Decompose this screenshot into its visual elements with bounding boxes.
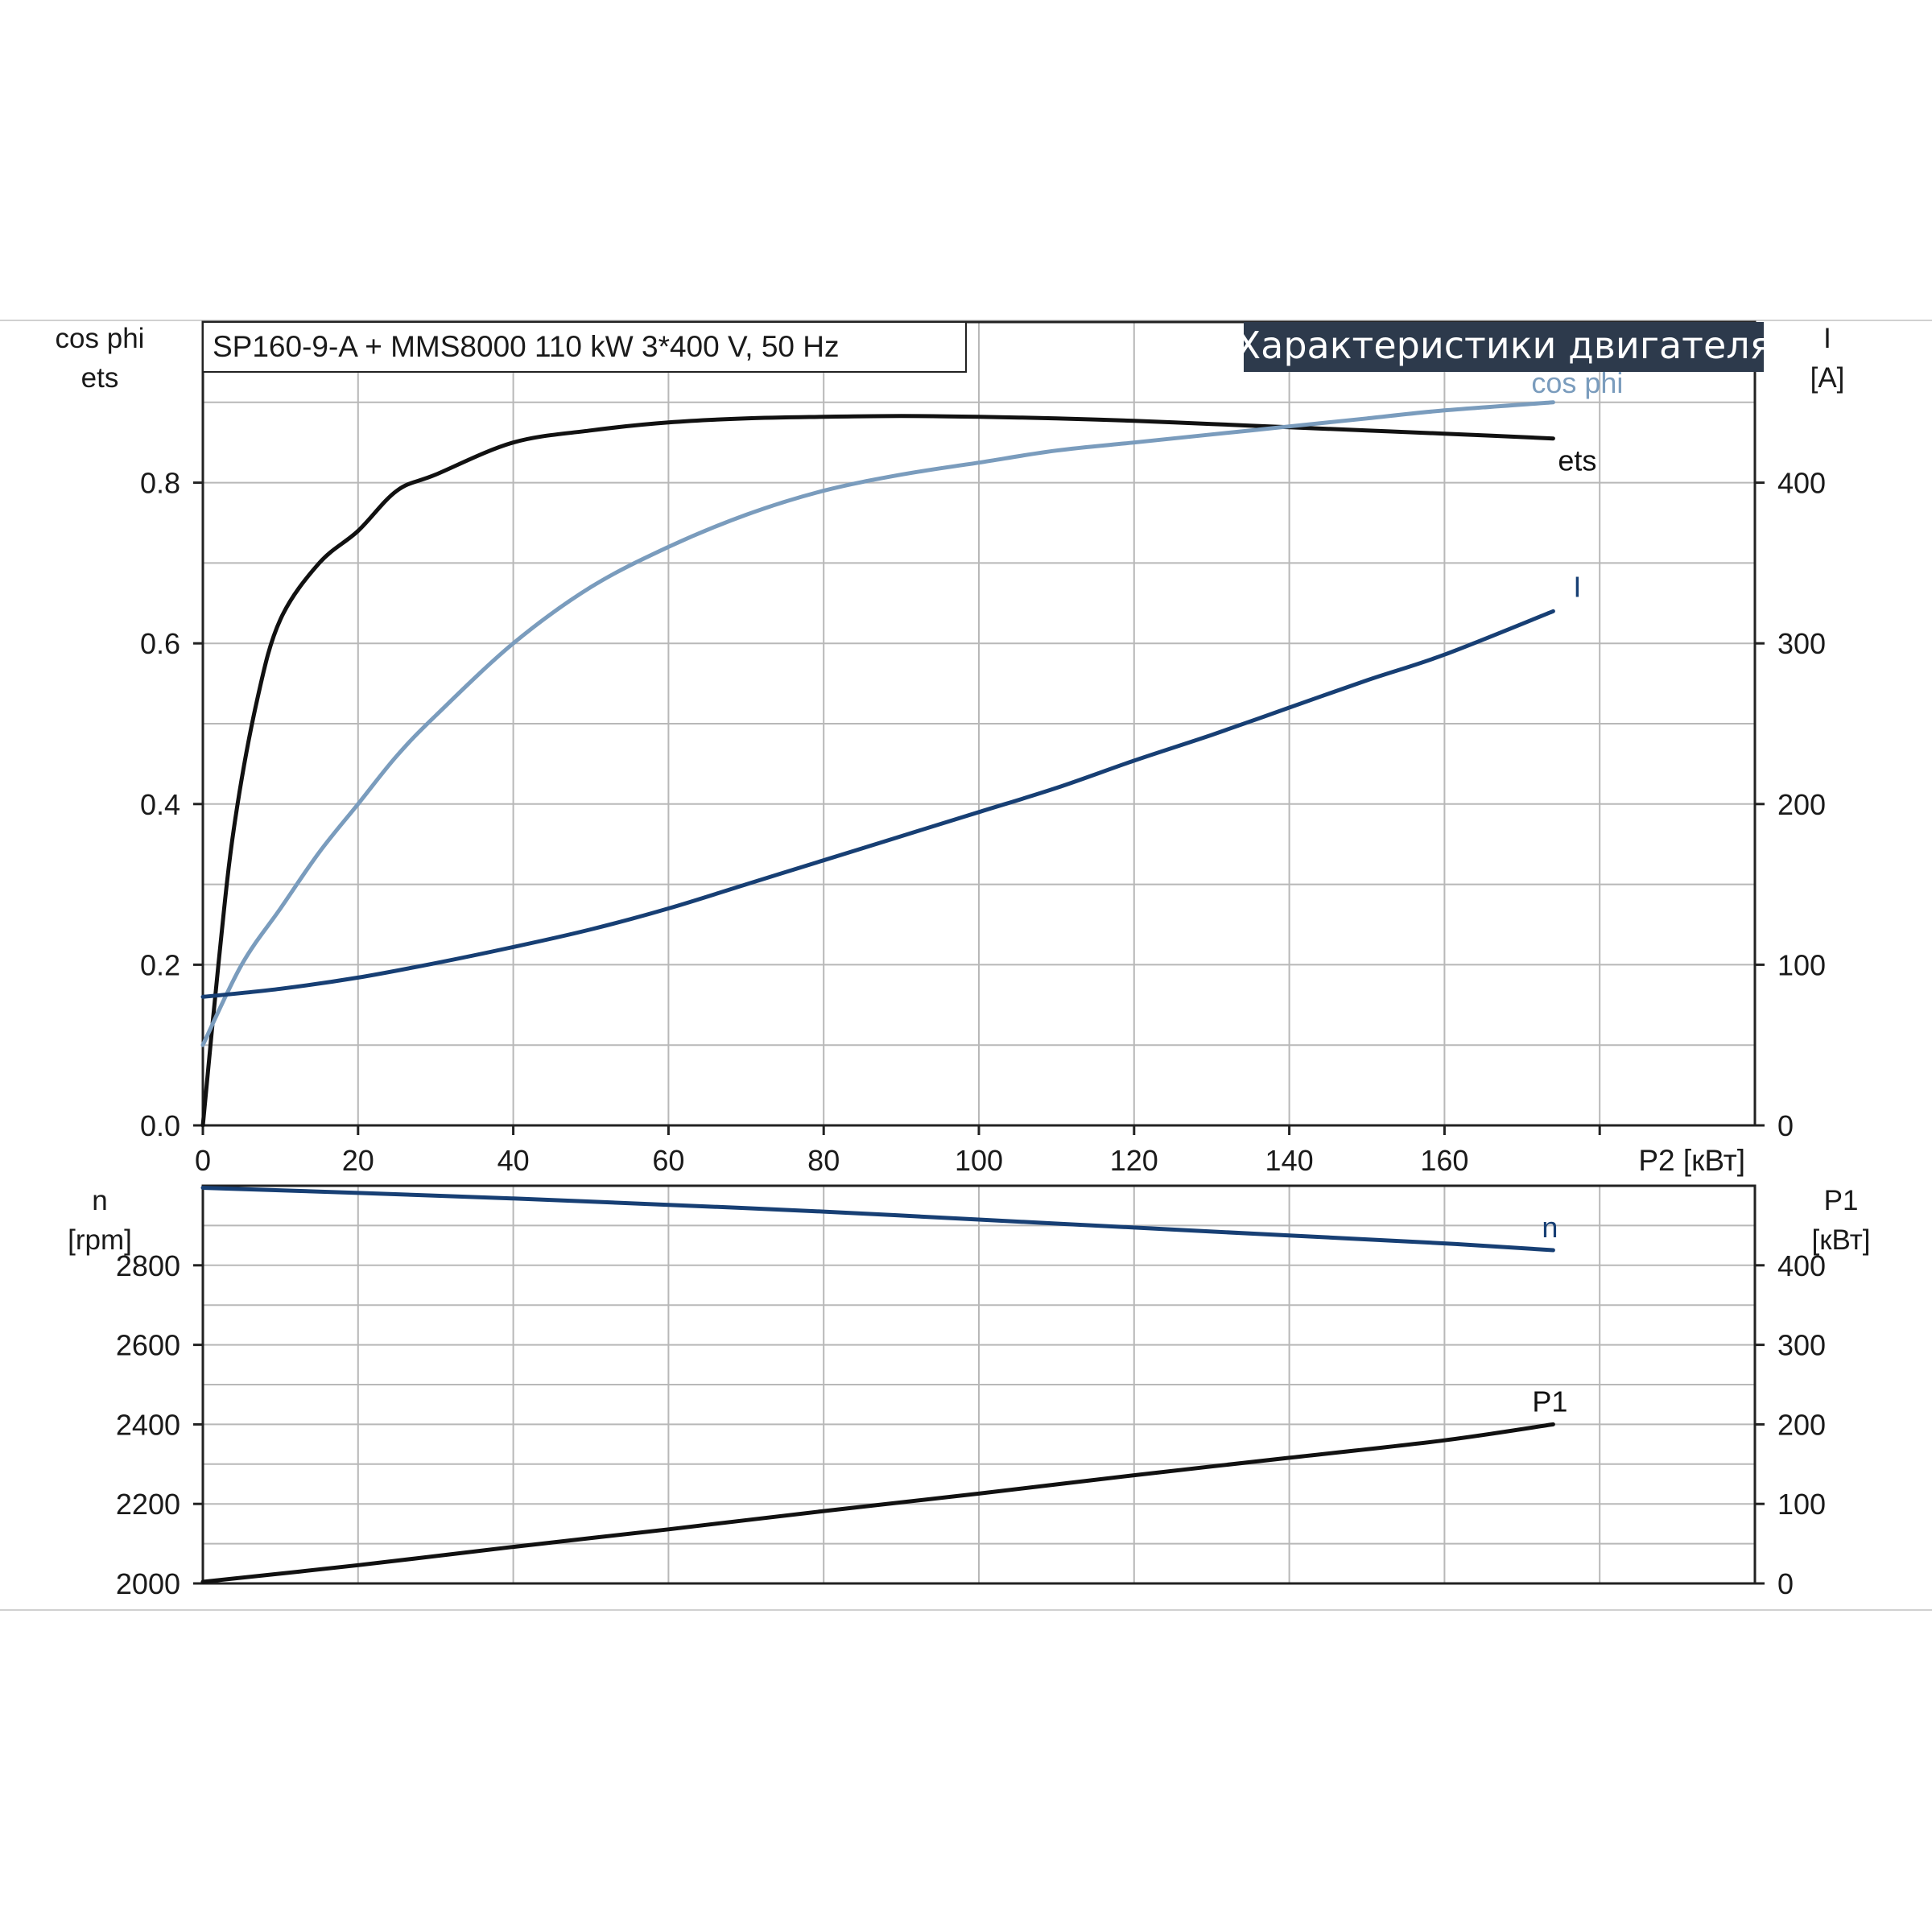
y-right-tick-label: 0 — [1777, 1567, 1794, 1600]
y-right-tick-label: 0 — [1777, 1109, 1794, 1142]
y-left-tick-label: 2000 — [116, 1567, 180, 1600]
y-left-tick-label: 0.4 — [140, 788, 180, 821]
x-tick-label: 0 — [195, 1144, 211, 1177]
series-line-n — [200, 1186, 1555, 1253]
x-tick-label: 80 — [807, 1144, 840, 1177]
series-line-i — [200, 609, 1555, 999]
y-left-title-ets: ets — [81, 362, 119, 394]
title-box — [1244, 322, 1764, 372]
series-label-n: n — [1542, 1211, 1558, 1244]
x-tick-label: 140 — [1265, 1144, 1314, 1177]
x-axis-title: P2 [кВт] — [1638, 1144, 1745, 1177]
y-right-tick-label: 200 — [1777, 1408, 1826, 1441]
y-left-tick-label: 2600 — [116, 1329, 180, 1362]
bottom-chart-grid — [203, 1185, 1755, 1583]
model-info-text: SP160-9-A + MMS8000 110 kW 3*400 V, 50 H… — [213, 330, 839, 363]
tick-labels: 0 20 40 60 80 100 120 140 160 0.0 0.2 0.4 0.6 0.8 0 100… — [116, 467, 1826, 1600]
y2-left-title-unit: [rpm] — [68, 1224, 132, 1256]
x-tick-label: 120 — [1110, 1144, 1158, 1177]
y-left-title-cos-phi: cos phi — [56, 323, 145, 354]
top-chart-grid — [203, 321, 1755, 1125]
model-info-box — [202, 321, 967, 373]
y-left-tick-label: 2200 — [116, 1488, 180, 1521]
y2-right-title-p1: P1 — [1824, 1185, 1859, 1216]
y2-left-title-n: n — [92, 1185, 107, 1216]
y-right-tick-label: 300 — [1777, 627, 1826, 660]
y-left-tick-label: 0.6 — [140, 627, 180, 660]
x-tick-label: 20 — [342, 1144, 374, 1177]
y-left-tick-label: 0.8 — [140, 467, 180, 500]
y-left-tick-label: 2400 — [116, 1408, 180, 1441]
y2-right-title-unit: [кВт] — [1812, 1224, 1871, 1256]
series-label-p1: P1 — [1532, 1385, 1567, 1418]
series-line-ets — [200, 414, 1555, 1128]
y-right-tick-label: 400 — [1777, 467, 1826, 500]
x-tick-label: 160 — [1420, 1144, 1468, 1177]
y-right-tick-label: 400 — [1777, 1249, 1826, 1282]
series-line-cos-phi — [200, 400, 1555, 1047]
y-left-tick-label: 0.0 — [140, 1109, 180, 1142]
data-series — [200, 400, 1555, 1584]
y-right-tick-label: 100 — [1777, 1488, 1826, 1521]
y-right-title-i: I — [1823, 323, 1831, 354]
series-line-p1 — [200, 1422, 1555, 1584]
series-label-ets: ets — [1558, 444, 1596, 477]
y-left-tick-label: 2800 — [116, 1249, 180, 1282]
y-right-tick-label: 300 — [1777, 1329, 1826, 1362]
y-right-tick-label: 200 — [1777, 788, 1826, 821]
series-label-i: I — [1573, 570, 1581, 603]
x-tick-label: 40 — [497, 1144, 530, 1177]
x-tick-label: 100 — [955, 1144, 1003, 1177]
chart-title: Характеристики двигателя — [1236, 324, 1773, 367]
series-labels: ets cos phi In P1 — [1531, 366, 1623, 1418]
bottom-plot-frame — [201, 1184, 1757, 1585]
series-label-cos-phi: cos phi — [1531, 366, 1623, 399]
y-right-tick-label: 100 — [1777, 948, 1826, 981]
x-tick-label: 60 — [652, 1144, 684, 1177]
y-right-title-unit: [A] — [1810, 362, 1845, 394]
y-left-tick-label: 0.2 — [140, 948, 180, 981]
